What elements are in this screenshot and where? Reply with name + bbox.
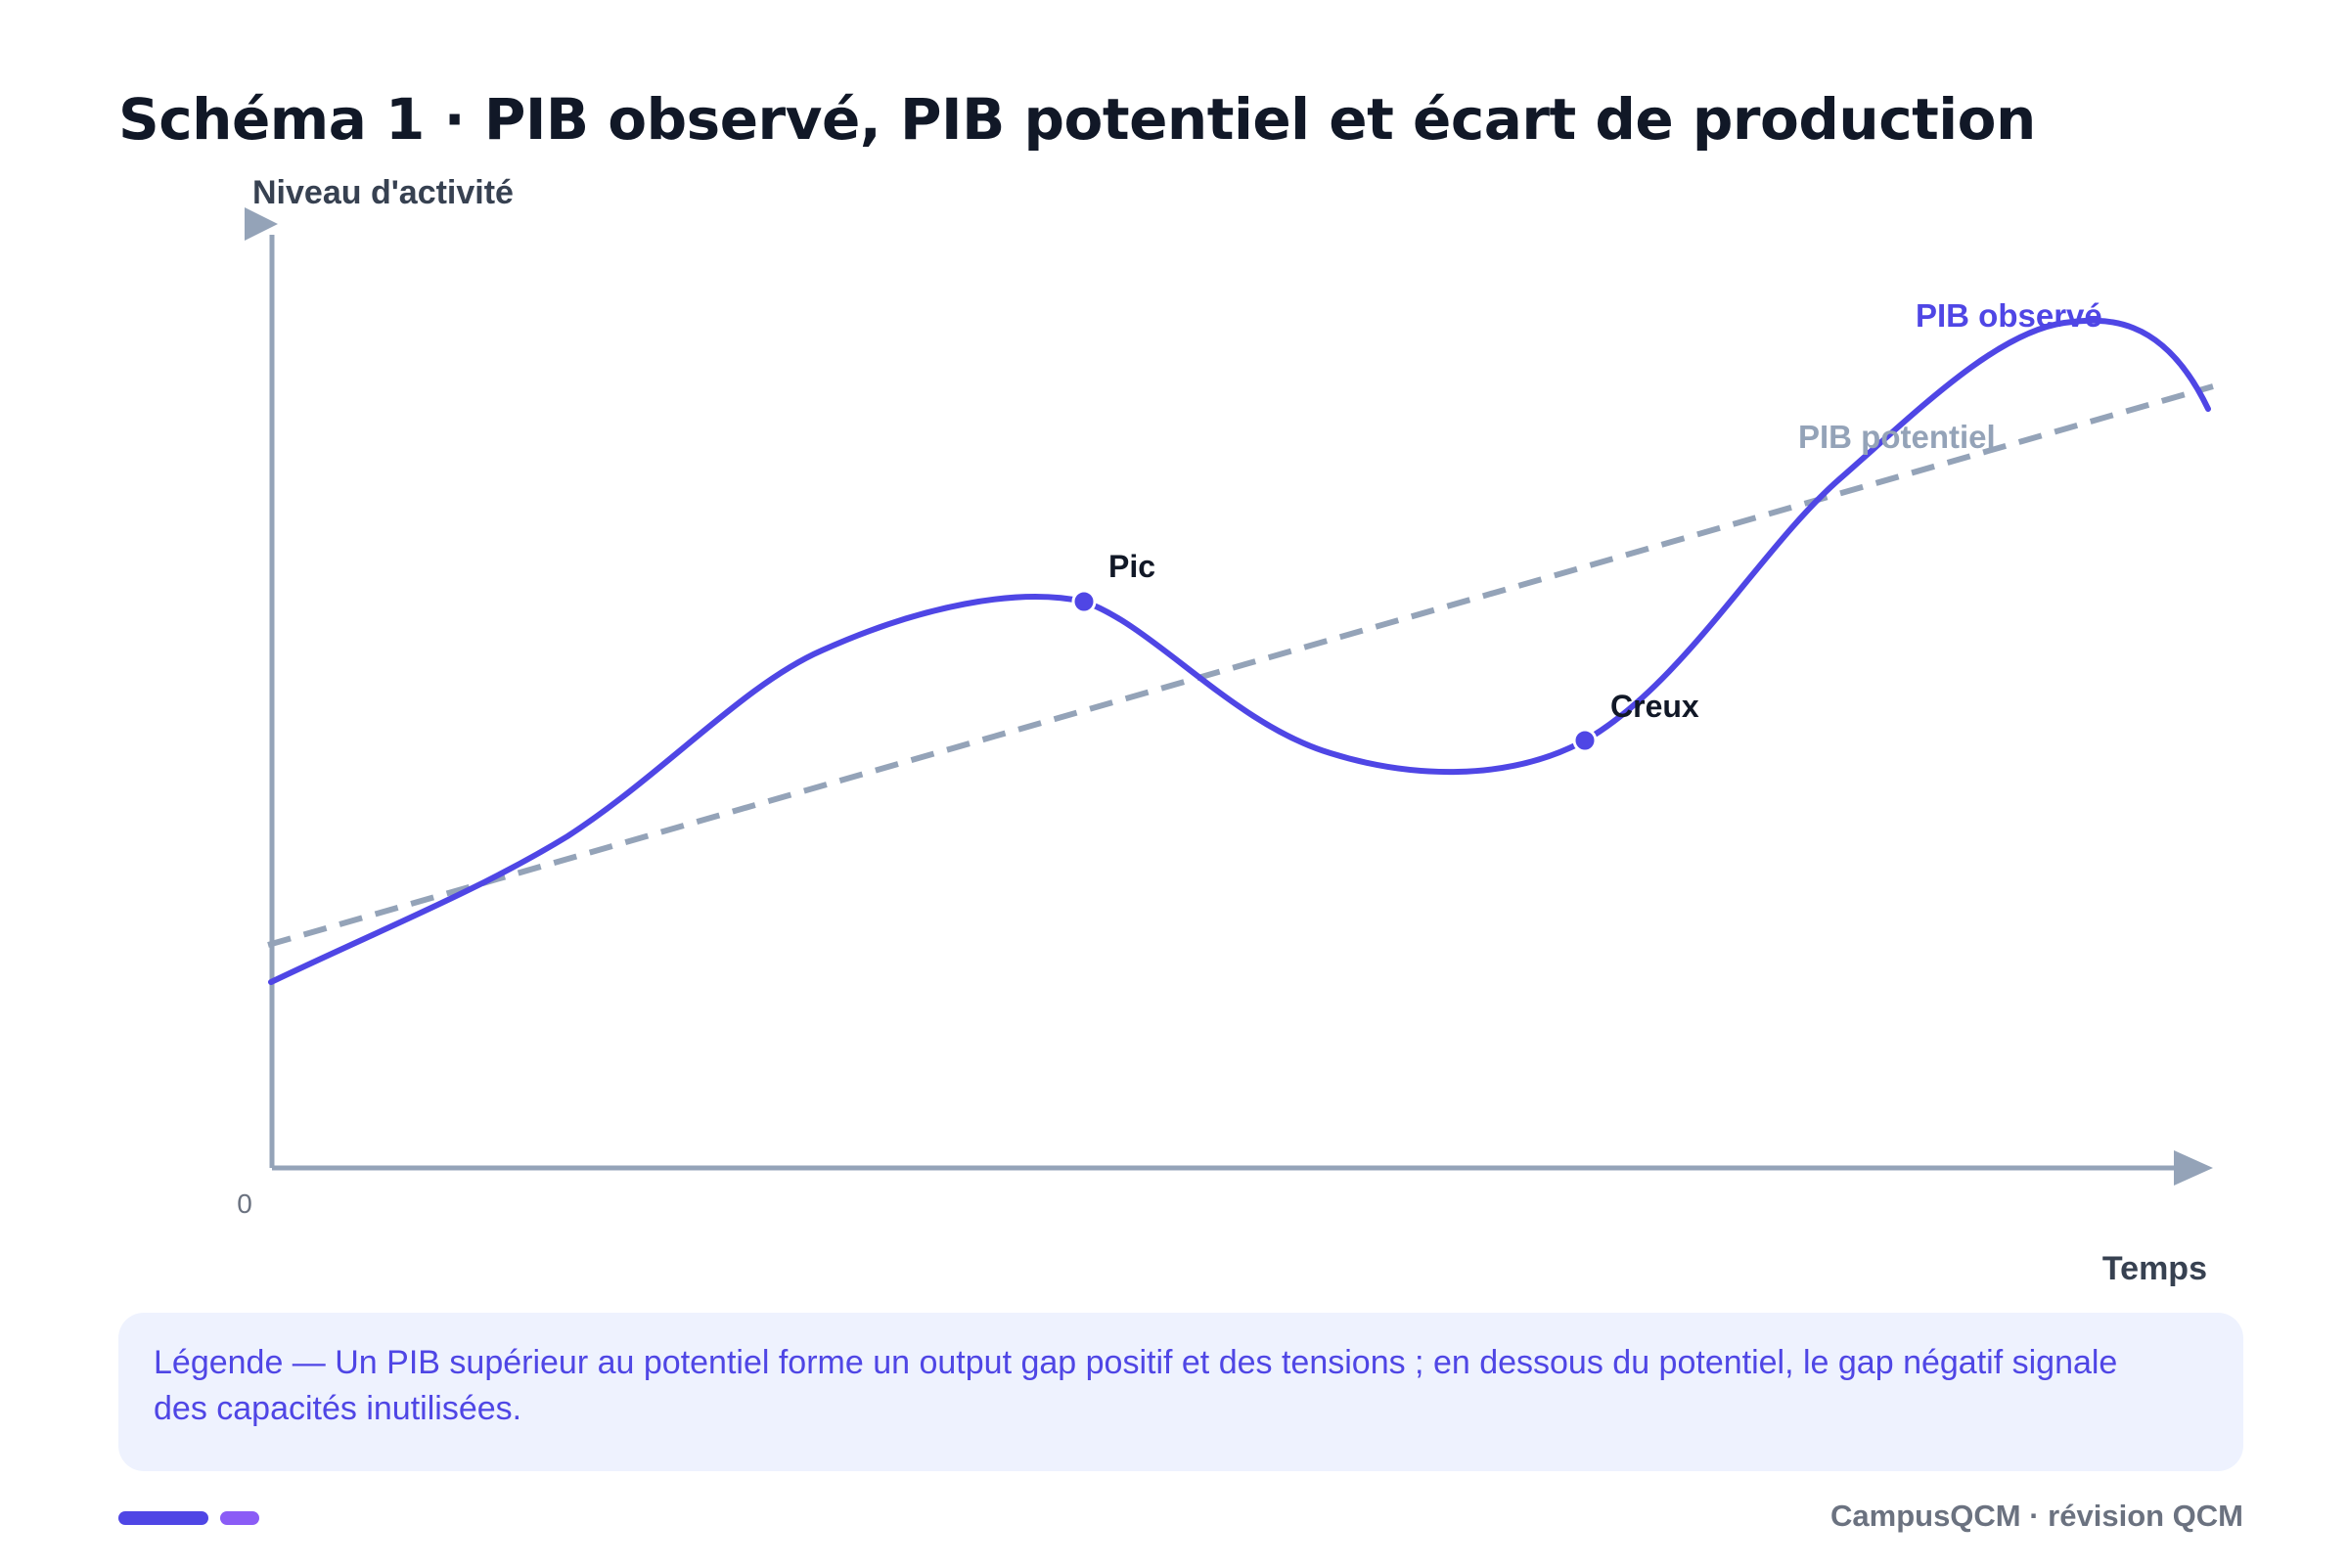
x-axis-label: Temps (2102, 1250, 2207, 1287)
origin-label: 0 (237, 1188, 252, 1219)
trough-label: Creux (1610, 689, 1699, 724)
peak-label: Pic (1108, 549, 1155, 584)
y-axis-label: Niveau d'activité (252, 174, 514, 211)
potential-gdp-label: PIB potentiel (1798, 419, 1996, 455)
legend-box: Légende — Un PIB supérieur au potentiel … (118, 1313, 2243, 1471)
observed-gdp-curve (268, 317, 2211, 985)
peak-point (1071, 589, 1097, 614)
legend-text: Légende — Un PIB supérieur au potentiel … (154, 1344, 2118, 1427)
footer-accent-dot (220, 1511, 259, 1525)
x-axis-arrow-icon (2174, 1150, 2213, 1186)
y-axis-arrow-icon (245, 207, 278, 241)
potential-gdp-line (267, 383, 2214, 948)
diagram-title: Schéma 1 · PIB observé, PIB potentiel et… (118, 86, 2036, 153)
observed-gdp-label: PIB observé (1916, 297, 2102, 334)
footer-brand: CampusQCM · révision QCM (1830, 1499, 2243, 1533)
footer-accent-bar (118, 1511, 208, 1525)
trough-point (1572, 728, 1598, 753)
